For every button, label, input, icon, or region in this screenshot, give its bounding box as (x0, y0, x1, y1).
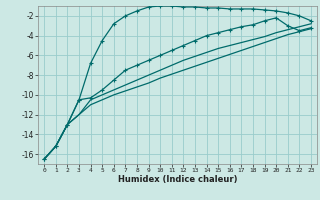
X-axis label: Humidex (Indice chaleur): Humidex (Indice chaleur) (118, 175, 237, 184)
